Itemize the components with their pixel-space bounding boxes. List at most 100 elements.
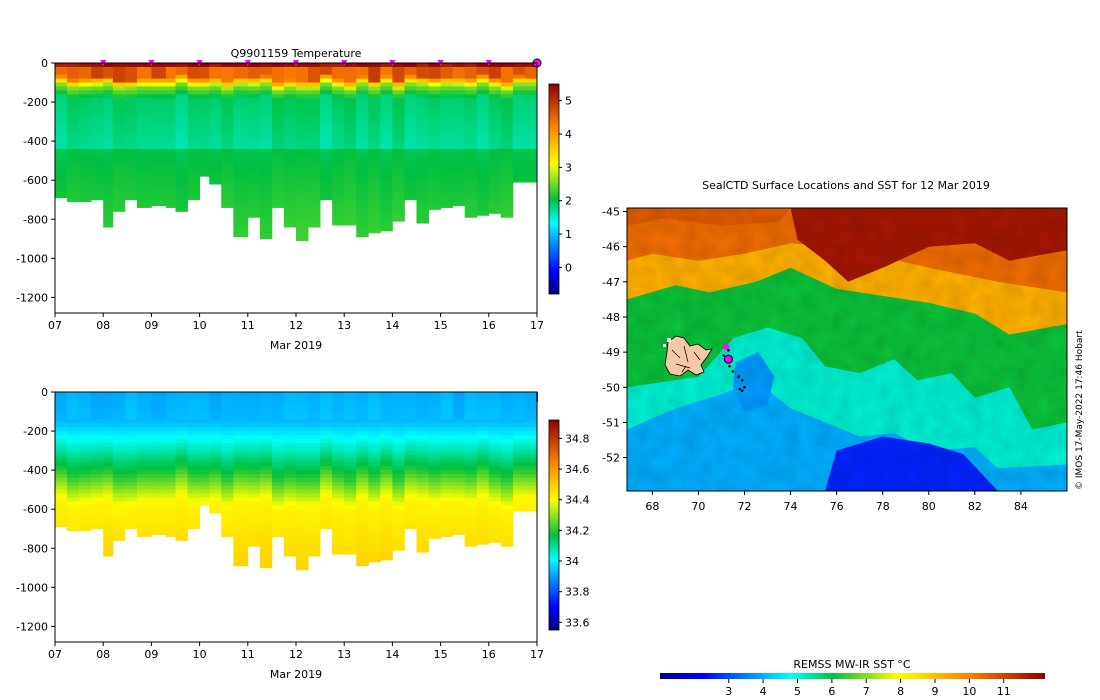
- salinity-cell: [356, 509, 369, 514]
- salinity-cell: [175, 450, 188, 455]
- salinity-cell: [380, 446, 393, 451]
- temperature-cell: [103, 129, 114, 134]
- salinity-cell: [112, 474, 126, 479]
- salinity-cell: [296, 517, 309, 522]
- salinity-cell: [512, 403, 526, 409]
- salinity-cell: [91, 474, 104, 479]
- salinity-cell: [247, 454, 261, 459]
- temperature-cell: [440, 102, 454, 107]
- salinity-cell: [91, 399, 104, 405]
- temperature-cell: [124, 74, 138, 80]
- salinity-cell: [344, 415, 357, 420]
- temperature-cell: [392, 156, 405, 162]
- salinity-cell: [464, 540, 478, 545]
- salinity-cell: [464, 423, 478, 428]
- temperature-cell: [136, 98, 152, 103]
- salinity-cell: [199, 466, 210, 471]
- salinity-cell: [233, 556, 249, 561]
- temperature-cell: [136, 145, 152, 150]
- temperature-cell: [165, 160, 176, 165]
- temperature-cell: [392, 145, 405, 150]
- salinity-cell: [165, 431, 176, 436]
- salinity-cell: [91, 458, 104, 463]
- temperature-cell: [416, 203, 429, 208]
- salinity-cell: [55, 411, 68, 416]
- temperature-cell: [476, 70, 490, 76]
- x-tick-label: 10: [193, 319, 207, 332]
- salinity-cell: [283, 438, 297, 444]
- salinity-cell: [332, 395, 345, 401]
- salinity-cell: [233, 536, 249, 541]
- temperature-cell: [488, 156, 502, 162]
- salinity-cell: [55, 434, 68, 440]
- temperature-cell: [283, 105, 297, 111]
- salinity-cell: [356, 415, 369, 420]
- temperature-cell: [476, 90, 490, 95]
- salinity-cell: [512, 415, 526, 420]
- salinity-cell: [500, 485, 514, 491]
- temperature-cell: [404, 133, 417, 138]
- salinity-cell: [271, 423, 285, 428]
- temperature-cell: [247, 211, 261, 216]
- temperature-cell: [356, 230, 369, 236]
- temperature-cell: [440, 156, 454, 162]
- temperature-cell: [67, 199, 80, 203]
- salinity-cell: [464, 415, 478, 420]
- salinity-cell: [524, 438, 537, 444]
- temperature-cell: [136, 137, 152, 142]
- salinity-cell: [259, 431, 273, 436]
- salinity-cell: [124, 485, 138, 491]
- salinity-cell: [124, 446, 138, 451]
- salinity-cell: [187, 431, 200, 436]
- salinity-cell: [452, 395, 466, 401]
- temperature-cell: [103, 78, 114, 83]
- temperature-cell: [259, 141, 273, 146]
- temperature-cell: [221, 98, 234, 103]
- temperature-cell: [320, 129, 333, 134]
- temperature-cell: [259, 230, 273, 236]
- temperature-cell: [79, 113, 92, 119]
- salinity-cell: [368, 497, 381, 502]
- temperature-cell: [112, 195, 126, 201]
- temperature-cell: [79, 141, 92, 146]
- salinity-cell: [392, 536, 405, 541]
- salinity-cell: [112, 423, 126, 428]
- temperature-cell: [320, 188, 333, 193]
- temperature-cell: [416, 176, 429, 181]
- salinity-cell: [488, 450, 502, 455]
- temperature-cell: [392, 66, 405, 72]
- salinity-cell: [512, 446, 526, 451]
- salinity-cell: [151, 489, 167, 494]
- temperature-cell: [452, 133, 466, 138]
- salinity-cell: [308, 481, 321, 487]
- temperature-cell: [380, 199, 393, 205]
- temperature-cell: [404, 82, 417, 87]
- salinity-cell: [209, 434, 222, 440]
- salinity-cell: [476, 497, 490, 502]
- temperature-cell: [308, 215, 321, 220]
- salinity-cell: [91, 392, 104, 397]
- salinity-cell: [332, 434, 345, 440]
- salinity-cell: [247, 489, 261, 494]
- salinity-cell: [380, 517, 393, 522]
- salinity-cell: [136, 462, 152, 467]
- temperature-cell: [356, 129, 369, 134]
- salinity-cell: [440, 505, 454, 510]
- temperature-cell: [79, 125, 92, 130]
- salinity-cell: [344, 446, 357, 451]
- temperature-cell: [221, 148, 234, 154]
- temperature-cell: [209, 141, 222, 146]
- temperature-cell: [428, 141, 441, 146]
- salinity-cell: [165, 497, 176, 502]
- temperature-cell: [175, 70, 188, 76]
- salinity-cell: [55, 450, 68, 455]
- temperature-cell: [165, 125, 176, 130]
- temperature-cell: [233, 121, 249, 126]
- salinity-cell: [233, 489, 249, 494]
- salinity-cell: [175, 509, 188, 514]
- salinity-cell: [404, 505, 417, 510]
- salinity-cell: [151, 485, 167, 491]
- temperature-cell: [500, 70, 514, 76]
- temperature-xlabel: Mar 2019: [270, 339, 322, 352]
- salinity-cell: [368, 470, 381, 475]
